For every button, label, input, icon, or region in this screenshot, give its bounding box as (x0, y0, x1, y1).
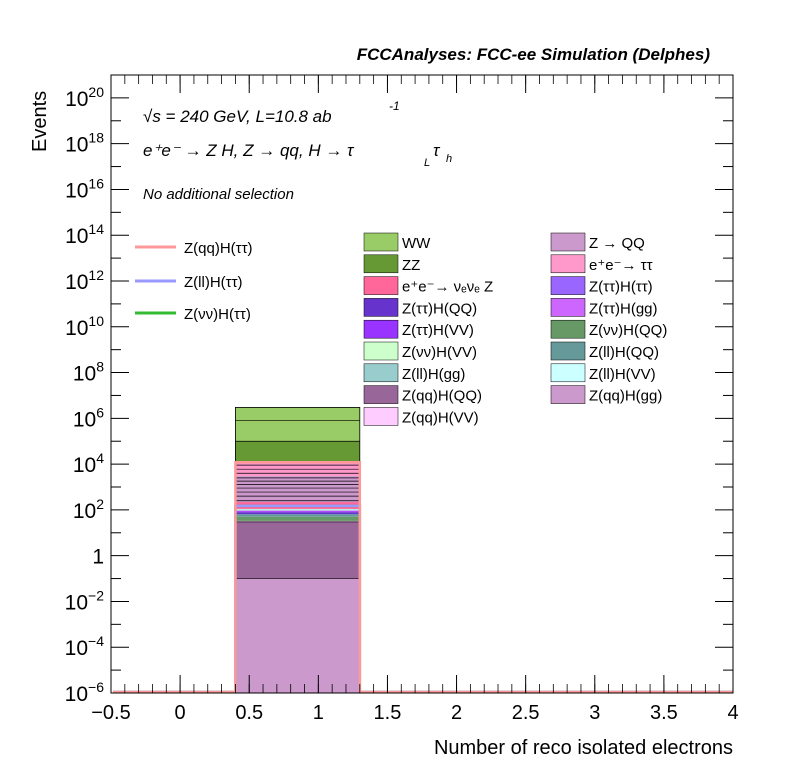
legend-swatch (363, 363, 399, 383)
x-tick-label: 0.5 (235, 702, 263, 724)
bar-segment (235, 520, 360, 522)
y-tick-label: 10−2 (65, 587, 105, 614)
energy-exponent: -1 (389, 99, 400, 113)
y-tick-label: 1020 (65, 84, 104, 111)
x-tick-label: 2.5 (512, 702, 540, 724)
plot-frame (110, 74, 734, 694)
bar-segment (235, 476, 360, 503)
bar-segment (235, 509, 360, 511)
bar-segment (235, 511, 360, 513)
bar-segment (235, 512, 360, 515)
legend-signals: Z(qq)H(ττ) Z(ll)H(ττ) Z(νν)H(ττ) (135, 240, 253, 323)
legend-label: Z(ll)H(VV) (589, 366, 656, 383)
bar-segment (235, 521, 360, 579)
legend-label: Z(ττ)H(gg) (589, 300, 658, 317)
y-tick-label: 1010 (65, 313, 104, 340)
x-tick-label: 1 (313, 702, 324, 724)
stacked-bars (234, 407, 361, 694)
bar-segment (235, 516, 360, 521)
legend-swatch (363, 341, 399, 361)
legend-label: Z(ττ)H(ττ) (589, 279, 653, 296)
energy-annotation: √s = 240 GeV, L=10.8 ab (143, 107, 332, 126)
y-tick-label: 10−4 (65, 633, 105, 660)
legend-signal-label: Z(ll)H(ττ) (184, 274, 243, 291)
x-tick-label: 0 (175, 702, 186, 724)
process-tau-h: τ (433, 141, 441, 160)
y-tick-label: 1012 (65, 267, 104, 294)
process-subscript-l: L (424, 157, 430, 169)
bar-segment (235, 514, 360, 517)
legend-label: e⁺e⁻→ ττ (589, 257, 653, 274)
chart-header: FCCAnalyses: FCC-ee Simulation (Delphes) (357, 45, 711, 64)
legend-swatch (550, 298, 586, 317)
legend-label: ZZ (402, 257, 420, 274)
signal-line (113, 504, 733, 694)
legend-swatch (363, 298, 399, 317)
signal-line (113, 461, 733, 694)
bar-segment (235, 510, 360, 511)
y-tick-label: 1 (92, 546, 104, 569)
legend-swatch (550, 363, 586, 383)
legend-swatch (363, 276, 399, 295)
legend-label: Z(ττ)H(VV) (402, 322, 474, 339)
legend-swatch (550, 341, 586, 361)
bar-segment (235, 441, 360, 463)
signal-line (113, 504, 733, 694)
y-tick-label: 102 (73, 496, 104, 523)
y-tick-label: 1014 (65, 221, 104, 248)
x-tick-label: 3 (589, 702, 600, 724)
legend-swatch (550, 254, 586, 274)
legend-label: Z(qq)H(QQ) (402, 388, 482, 405)
legend-signal-label: Z(νν)H(ττ) (184, 306, 251, 323)
bar-segment (235, 578, 360, 693)
x-tick-label: −0.5 (91, 702, 130, 724)
process-annotation: e⁺e⁻ → Z H, Z → qq, H → τ (143, 141, 355, 160)
y-tick-label: 106 (73, 404, 104, 431)
legend-label: e⁺e⁻→ νₑνₑ Z (402, 279, 493, 296)
legend-swatch (550, 385, 586, 404)
x-tick-label: 4 (727, 702, 738, 724)
legend-label: Z(νν)H(QQ) (589, 322, 667, 339)
legend-swatch (363, 232, 399, 252)
legend-label: WW (402, 235, 431, 252)
y-tick-label: 108 (73, 359, 104, 386)
legend-backgrounds: WW Z → QQ ZZ e⁺e⁻→ ττ e⁺e⁻→ νₑνₑ Z Z(ττ)H(ττ)… (363, 232, 667, 426)
y-tick-label: 1018 (65, 130, 104, 157)
legend-swatch (363, 407, 399, 426)
legend-swatch (363, 385, 399, 404)
legend-label: Z(qq)H(gg) (589, 388, 662, 405)
legend-signal-label: Z(qq)H(ττ) (184, 240, 253, 257)
process-subscript-h: h (446, 153, 452, 165)
x-axis-ticks: −0.5 0 0.5 1 1.5 2 2.5 3 3.5 4 (91, 75, 739, 724)
legend-label: Z(ττ)H(QQ) (402, 300, 477, 317)
legend-swatch (550, 276, 586, 295)
selection-annotation: No additional selection (143, 186, 294, 203)
legend-swatch (550, 232, 586, 252)
x-tick-label: 3.5 (650, 702, 678, 724)
legend-label: Z(ll)H(gg) (402, 366, 465, 383)
x-tick-label: 2 (451, 702, 462, 724)
legend-label: Z(qq)H(VV) (402, 409, 479, 426)
legend-swatch (363, 319, 399, 339)
annotations: √s = 240 GeV, L=10.8 ab -1 e⁺e⁻ → Z H, Z… (143, 99, 452, 203)
x-tick-label: 1.5 (374, 702, 402, 724)
y-tick-label: 1016 (65, 175, 104, 202)
legend-swatch (363, 254, 399, 274)
legend-label: Z → QQ (589, 235, 645, 252)
bar-segment (235, 407, 360, 442)
legend-swatch (550, 319, 586, 339)
legend-label: Z(ll)H(QQ) (589, 344, 659, 361)
bar-segment (235, 510, 360, 512)
y-axis-label: Events (29, 91, 51, 152)
signal-histograms (113, 461, 733, 694)
legend-label: Z(νν)H(VV) (402, 344, 477, 361)
y-tick-label: 104 (73, 450, 104, 477)
x-axis-label: Number of reco isolated electrons (434, 737, 733, 759)
